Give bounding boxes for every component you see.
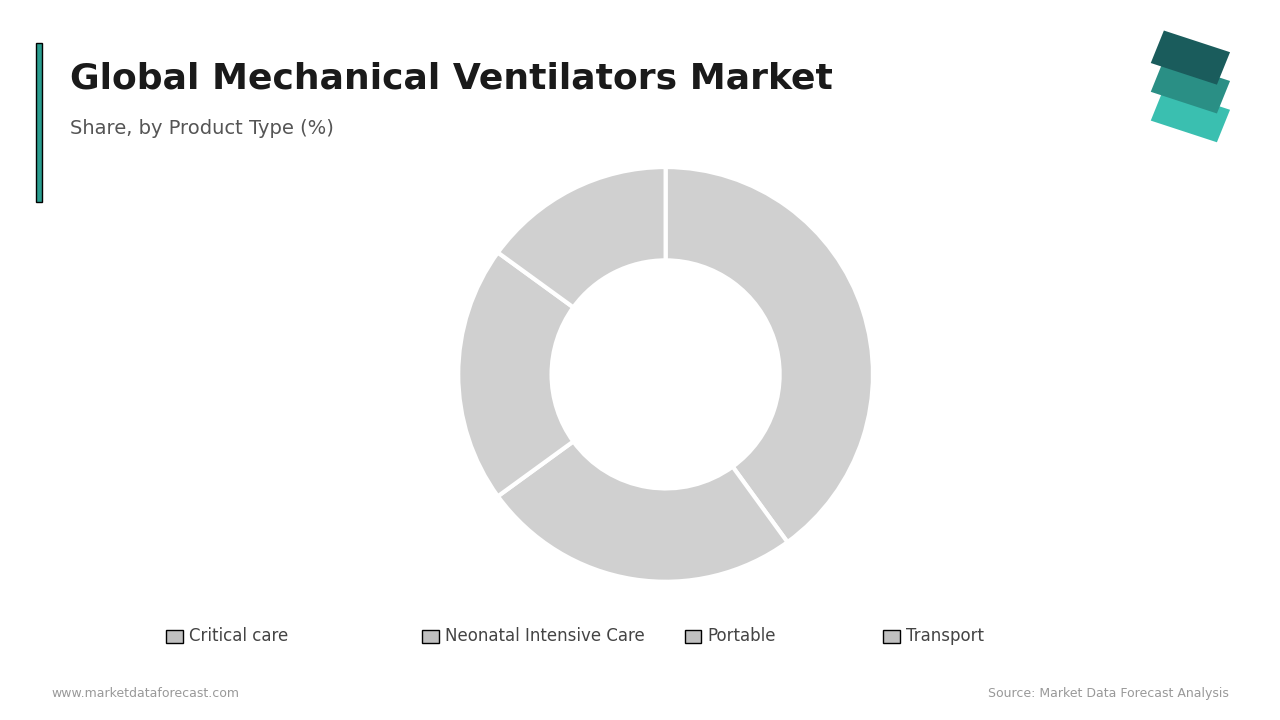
FancyBboxPatch shape — [422, 630, 439, 643]
FancyBboxPatch shape — [166, 630, 183, 643]
Polygon shape — [1151, 59, 1230, 114]
Text: Share, by Product Type (%): Share, by Product Type (%) — [70, 119, 334, 138]
FancyBboxPatch shape — [685, 630, 701, 643]
Text: Neonatal Intensive Care: Neonatal Intensive Care — [445, 627, 645, 645]
Text: Source: Market Data Forecast Analysis: Source: Market Data Forecast Analysis — [988, 687, 1229, 700]
Text: Portable: Portable — [708, 627, 777, 645]
Wedge shape — [498, 441, 787, 582]
Text: Global Mechanical Ventilators Market: Global Mechanical Ventilators Market — [70, 61, 833, 95]
Polygon shape — [1151, 88, 1230, 143]
FancyBboxPatch shape — [36, 43, 42, 202]
FancyBboxPatch shape — [883, 630, 900, 643]
Wedge shape — [458, 253, 573, 496]
Wedge shape — [666, 167, 873, 542]
Text: Transport: Transport — [906, 627, 984, 645]
Text: www.marketdataforecast.com: www.marketdataforecast.com — [51, 687, 239, 700]
Wedge shape — [498, 167, 666, 307]
Text: Critical care: Critical care — [189, 627, 289, 645]
Polygon shape — [1151, 30, 1230, 85]
